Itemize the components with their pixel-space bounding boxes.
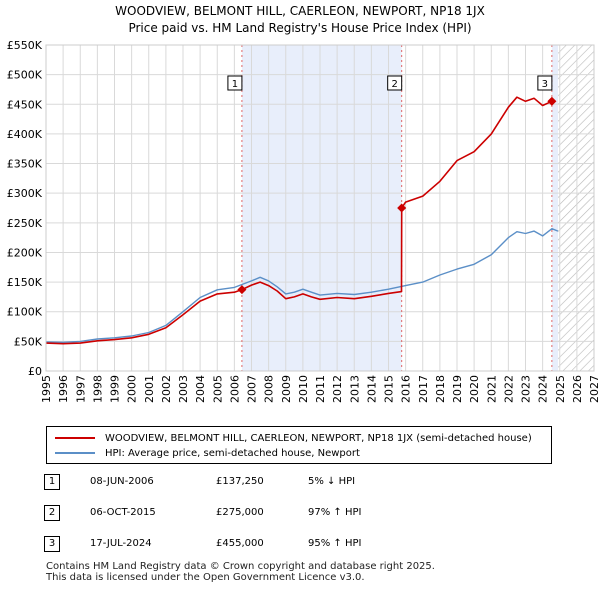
sale-number-badge: 1 [44,474,60,490]
sale-annotation-box [387,75,403,91]
x-tick-label: 2026 [571,375,584,403]
plot-border [45,44,595,372]
x-tick-label: 2025 [554,375,567,403]
x-tick-label: 2022 [502,375,515,403]
sale-number-badge: 3 [44,536,60,552]
property-series-line [45,96,553,345]
sale-price: £455,000 [216,538,264,549]
x-tick-label: 2005 [211,375,224,403]
sale-price: £137,250 [216,476,264,487]
sale-annotation-label: 2 [391,79,397,90]
hpi-series-line [45,228,559,343]
y-tick-label: £300K [7,187,43,200]
x-tick-label: 2000 [126,375,139,403]
x-tick-label: 2003 [177,375,190,403]
x-tick-label: 2009 [280,375,293,403]
footer-attribution: Contains HM Land Registry data © Crown c… [46,561,435,583]
legend-swatch-property [55,437,95,439]
chart-subtitle: Price paid vs. HM Land Registry's House … [128,21,472,35]
sale-row: 2 06-OCT-2015 £275,000 97% ↑ HPI [44,505,564,523]
y-tick-label: £150K [7,276,43,289]
legend-swatch-hpi [55,452,95,454]
x-tick-label: 1995 [40,375,53,403]
x-tick-label: 2021 [485,375,498,403]
x-tick-label: 2008 [263,375,276,403]
y-tick-label: £550K [7,39,43,52]
sale-annotation-label: 1 [232,79,238,90]
sale-hpi-delta: 97% ↑ HPI [308,507,362,518]
sale-hpi-delta: 95% ↑ HPI [308,538,362,549]
x-tick-label: 2017 [417,375,430,403]
price-chart: £0 £50K £100K £150K £200K £250K £300K £350K £400… [7,39,600,403]
x-tick-label: 1999 [109,375,122,403]
x-tick-label: 2027 [588,375,600,403]
y-tick-label: £250K [7,217,43,230]
x-tick-label: 2023 [520,375,533,403]
sale-row: 1 08-JUN-2006 £137,250 5% ↓ HPI [44,474,564,492]
footer-line-1: Contains HM Land Registry data © Crown c… [46,561,435,572]
sale-date: 06-OCT-2015 [90,507,156,518]
x-tick-label: 2024 [537,375,550,403]
x-tick-label: 1998 [91,375,104,403]
chart-title: WOODVIEW, BELMONT HILL, CAERLEON, NEWPOR… [115,4,485,18]
x-tick-label: 2020 [468,375,481,403]
x-tick-label: 2002 [160,375,173,403]
x-tick-label: 2016 [400,375,413,403]
y-tick-label: £200K [7,246,43,259]
y-tick-label: £500K [7,69,43,82]
sale-hpi-delta: 5% ↓ HPI [308,476,356,487]
chart-legend: WOODVIEW, BELMONT HILL, CAERLEON, NEWPOR… [46,426,552,464]
legend-label-hpi: HPI: Average price, semi-detached house,… [105,447,360,459]
x-tick-label: 2013 [348,375,361,403]
x-tick-label: 2004 [194,375,207,403]
x-tick-label: 2001 [143,375,156,403]
y-tick-label: £0 [28,365,42,378]
sale-date: 17-JUL-2024 [90,538,152,549]
footer-line-2: This data is licensed under the Open Gov… [46,572,365,583]
sale-number-badge: 2 [44,505,60,521]
x-tick-label: 2006 [228,375,241,403]
sale-price: £275,000 [216,507,264,518]
sale-row: 3 17-JUL-2024 £455,000 95% ↑ HPI [44,536,564,554]
sale-annotation-box [227,75,243,91]
x-tick-label: 2019 [451,375,464,403]
x-tick-label: 2015 [383,375,396,403]
sale-annotation-box [537,75,553,91]
legend-item-property: WOODVIEW, BELMONT HILL, CAERLEON, NEWPOR… [55,431,532,445]
between-sales-region [241,45,402,371]
legend-label-property: WOODVIEW, BELMONT HILL, CAERLEON, NEWPOR… [105,432,532,444]
x-tick-label: 2007 [246,375,259,403]
x-tick-label: 1996 [57,375,70,403]
between-sales-region [551,45,559,371]
x-tick-label: 2018 [434,375,447,403]
x-tick-label: 2014 [365,375,378,403]
x-tick-label: 1997 [74,375,87,403]
x-tick-label: 2011 [314,375,327,403]
x-tick-label: 2012 [331,375,344,403]
sale-date: 08-JUN-2006 [90,476,154,487]
y-tick-label: £400K [7,128,43,141]
projection-region [558,45,594,371]
sale-annotation-label: 3 [542,79,548,90]
y-tick-label: £350K [7,158,43,171]
y-tick-label: £450K [7,98,43,111]
sale-point [237,285,247,295]
y-tick-label: £50K [14,335,43,348]
legend-item-hpi: HPI: Average price, semi-detached house,… [55,446,360,460]
x-tick-label: 2010 [297,375,310,403]
y-tick-label: £100K [7,306,43,319]
